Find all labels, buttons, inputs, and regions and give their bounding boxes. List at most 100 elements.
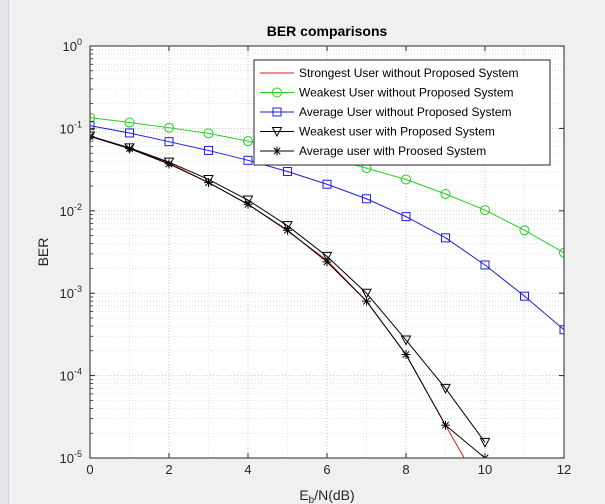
data-point	[164, 137, 174, 147]
data-point	[90, 121, 95, 131]
legend-label: Average user with Proosed System	[299, 144, 486, 158]
data-point	[283, 166, 292, 176]
data-point	[441, 420, 450, 430]
legend-label: Strongest User without Proposed System	[299, 66, 518, 80]
data-point	[125, 144, 134, 154]
data-point	[243, 199, 253, 209]
legend-item: Average User without Proposed System	[260, 105, 512, 119]
data-point	[401, 350, 411, 360]
y-tick-base: 10	[60, 121, 74, 136]
legend-label: Weakest User without Proposed System	[299, 86, 514, 100]
data-point	[124, 117, 135, 128]
data-point	[362, 194, 371, 204]
data-point	[519, 225, 530, 236]
star-stroke	[244, 200, 252, 208]
y-tick-base: 10	[60, 369, 74, 384]
data-point	[559, 247, 564, 258]
data-point	[204, 178, 213, 188]
legend-marker	[271, 127, 283, 138]
y-tick-exponent: -3	[74, 284, 82, 294]
y-tick-exponent: -1	[74, 119, 82, 129]
legend-marker	[272, 146, 282, 156]
chart-title: BER comparisons	[267, 23, 388, 39]
data-point	[321, 251, 333, 262]
data-point	[401, 174, 411, 185]
star-stroke	[125, 144, 134, 153]
data-point	[480, 205, 490, 216]
data-point	[322, 257, 332, 267]
series-line	[90, 125, 564, 331]
x-axis-label: Eb/N(dB)	[299, 487, 354, 504]
y-tick-base: 10	[60, 286, 74, 301]
data-point	[243, 155, 253, 165]
x-axis-label-main: E	[299, 487, 308, 503]
legend-item: Average user with Proosed System	[260, 144, 486, 158]
data-point	[90, 112, 95, 123]
x-tick-label: 6	[323, 462, 330, 477]
y-tick-exponent: -2	[74, 202, 82, 212]
data-point	[283, 225, 292, 235]
legend: Strongest User without Proposed System We…	[253, 59, 551, 166]
data-point	[242, 195, 254, 206]
y-tick-label: 10-5	[60, 449, 82, 466]
data-point	[441, 233, 450, 243]
data-point	[440, 383, 451, 394]
data-point	[479, 437, 491, 448]
data-point	[125, 128, 134, 138]
x-tick-label: 10	[478, 462, 492, 477]
y-tick-label: 10-1	[60, 119, 82, 136]
data-point	[440, 188, 451, 199]
star-stroke	[204, 178, 213, 187]
legend-marker	[272, 87, 282, 98]
y-tick-base: 10	[63, 39, 77, 54]
star-stroke	[441, 421, 450, 429]
data-point	[559, 325, 564, 335]
star-stroke	[90, 135, 94, 140]
x-tick-label: 2	[165, 462, 172, 477]
legend-item: Strongest User without Proposed System	[260, 66, 518, 80]
data-point	[520, 291, 529, 301]
star-stroke	[165, 160, 173, 168]
star-stroke	[283, 226, 292, 234]
y-tick-label: 100	[63, 37, 82, 54]
x-tick-label: 8	[402, 462, 409, 477]
data-point	[361, 288, 372, 299]
series-line	[90, 135, 486, 443]
data-point	[203, 128, 214, 139]
data-point	[164, 159, 174, 169]
series-layer	[90, 112, 564, 458]
star-stroke	[362, 297, 371, 305]
data-point	[401, 212, 411, 222]
star-stroke	[323, 258, 331, 266]
axis-ticks	[89, 45, 565, 459]
series-5	[90, 131, 490, 458]
legend-label: Weakest user with Proposed System	[299, 125, 495, 139]
star-stroke	[90, 132, 94, 138]
data-point	[204, 145, 213, 155]
y-tick-label: 10-2	[60, 202, 82, 219]
x-axis-label-sub: b	[309, 495, 315, 504]
y-tick-label: 10-4	[60, 367, 82, 384]
data-point	[362, 296, 371, 306]
legend-item: Weakest user with Proposed System	[260, 125, 495, 139]
y-axis-label: BER	[35, 238, 51, 267]
star-stroke	[484, 454, 489, 458]
y-tick-base: 10	[60, 451, 74, 466]
legend-label: Average User without Proposed System	[299, 105, 512, 119]
legend-box	[253, 59, 551, 166]
y-tick-exponent: -4	[74, 367, 82, 377]
star-stroke	[402, 350, 410, 359]
star-stroke	[273, 147, 281, 155]
data-point	[400, 335, 412, 346]
data-point	[164, 122, 174, 133]
y-tick-exponent: -5	[74, 449, 82, 459]
data-point	[282, 221, 293, 232]
data-point	[243, 136, 253, 147]
data-point	[480, 260, 490, 270]
star-stroke	[481, 454, 486, 458]
data-point	[322, 179, 332, 189]
x-axis-label-rest: /N(dB)	[314, 487, 354, 503]
window-edge	[0, 0, 9, 504]
